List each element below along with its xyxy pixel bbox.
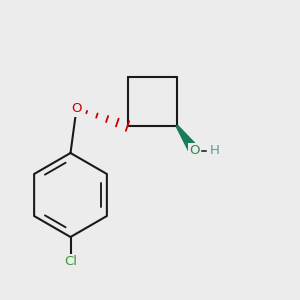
Text: O: O (189, 144, 200, 157)
Text: Cl: Cl (64, 255, 77, 268)
Text: O: O (71, 102, 82, 115)
Polygon shape (176, 125, 199, 154)
Text: H: H (210, 144, 219, 157)
